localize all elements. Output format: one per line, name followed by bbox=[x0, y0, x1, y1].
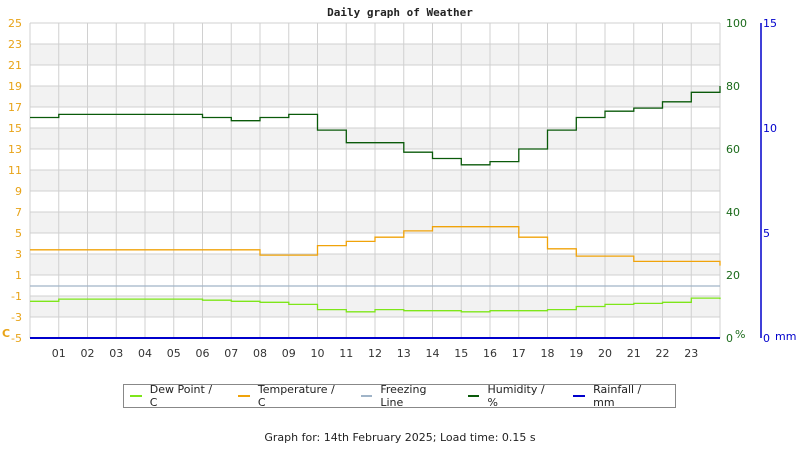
x-axis-tick: 01 bbox=[52, 347, 66, 360]
rain-axis-tick: 10 bbox=[763, 122, 777, 135]
humidity-axis-unit: % bbox=[735, 328, 745, 341]
left-axis-tick: 1 bbox=[15, 269, 22, 282]
legend-item: Rainfall / mm bbox=[573, 383, 665, 409]
x-axis-tick: 04 bbox=[138, 347, 152, 360]
x-axis-tick: 09 bbox=[282, 347, 296, 360]
left-axis-tick: -5 bbox=[11, 332, 22, 345]
legend-label: Freezing Line bbox=[380, 383, 427, 409]
rain-axis-tick: 15 bbox=[763, 17, 777, 30]
left-axis-tick: 23 bbox=[8, 38, 22, 51]
x-axis-tick: 03 bbox=[109, 347, 123, 360]
left-axis-tick: 9 bbox=[15, 185, 22, 198]
dew-point-line bbox=[30, 297, 721, 313]
x-axis-tick: 07 bbox=[224, 347, 238, 360]
footer-info: Graph for: 14th February 2025; Load time… bbox=[264, 431, 536, 444]
x-axis-tick: 14 bbox=[426, 347, 440, 360]
legend-label: Humidity / % bbox=[487, 383, 545, 409]
left-axis-tick: 7 bbox=[15, 206, 22, 219]
humidity-axis-tick: 60 bbox=[726, 143, 740, 156]
humidity-axis-tick: 100 bbox=[726, 17, 747, 30]
humidity-axis-tick: 80 bbox=[726, 80, 740, 93]
legend-label: Dew Point / C bbox=[149, 383, 213, 409]
x-axis-tick: 17 bbox=[512, 347, 526, 360]
temperature-line bbox=[30, 226, 721, 266]
humidity-axis-tick: 20 bbox=[726, 269, 740, 282]
humidity-axis-tick: 40 bbox=[726, 206, 740, 219]
left-axis-tick: 3 bbox=[15, 248, 22, 261]
left-axis-tick: 15 bbox=[8, 122, 22, 135]
left-axis-unit: C bbox=[2, 327, 10, 340]
data-series bbox=[30, 86, 721, 339]
chart-title: Daily graph of Weather bbox=[327, 6, 473, 19]
humidity-line bbox=[30, 86, 721, 166]
left-axis-tick: 21 bbox=[8, 59, 22, 72]
chart-legend: Dew Point / C Temperature / C Freezing Lin… bbox=[123, 383, 676, 409]
legend-swatch-icon bbox=[573, 395, 586, 397]
left-axis-tick: -3 bbox=[11, 311, 22, 324]
weather-chart: 252321191715131197531-1-3-5C100806040200… bbox=[2, 17, 796, 360]
rain-axis-unit: mm bbox=[775, 330, 796, 343]
left-axis-tick: 25 bbox=[8, 17, 22, 30]
legend-item: Temperature / C bbox=[238, 383, 344, 409]
x-axis-tick: 22 bbox=[656, 347, 670, 360]
x-axis-tick: 13 bbox=[397, 347, 411, 360]
axes: 252321191715131197531-1-3-5C100806040200… bbox=[2, 17, 796, 360]
x-axis-tick: 06 bbox=[196, 347, 210, 360]
x-axis-tick: 11 bbox=[339, 347, 353, 360]
x-axis-tick: 23 bbox=[684, 347, 698, 360]
left-axis-tick: 17 bbox=[8, 101, 22, 114]
left-axis-tick: -1 bbox=[11, 290, 22, 303]
left-axis-tick: 5 bbox=[15, 227, 22, 240]
x-axis-tick: 20 bbox=[598, 347, 612, 360]
left-axis-tick: 11 bbox=[8, 164, 22, 177]
legend-label: Rainfall / mm bbox=[593, 383, 642, 409]
legend-item: Dew Point / C bbox=[130, 383, 222, 409]
x-axis-tick: 21 bbox=[627, 347, 641, 360]
legend-label: Temperature / C bbox=[257, 383, 335, 409]
x-axis-tick: 18 bbox=[541, 347, 555, 360]
rain-axis-tick: 5 bbox=[763, 227, 770, 240]
legend-item: Freezing Line bbox=[360, 383, 452, 409]
x-axis-tick: 08 bbox=[253, 347, 267, 360]
legend-item: Humidity / % bbox=[467, 383, 558, 409]
x-axis-tick: 02 bbox=[81, 347, 95, 360]
x-axis-tick: 19 bbox=[569, 347, 583, 360]
x-axis-tick: 16 bbox=[483, 347, 497, 360]
legend-swatch-icon bbox=[360, 395, 373, 397]
legend-swatch-icon bbox=[130, 395, 142, 397]
rain-axis-tick: 0 bbox=[763, 332, 770, 345]
x-axis-tick: 12 bbox=[368, 347, 382, 360]
x-axis-tick: 15 bbox=[454, 347, 468, 360]
x-axis-tick: 05 bbox=[167, 347, 181, 360]
left-axis-tick: 19 bbox=[8, 80, 22, 93]
legend-swatch-icon bbox=[467, 395, 480, 397]
humidity-axis-tick: 0 bbox=[726, 332, 733, 345]
legend-swatch-icon bbox=[238, 395, 250, 397]
x-axis-tick: 10 bbox=[311, 347, 325, 360]
left-axis-tick: 13 bbox=[8, 143, 22, 156]
